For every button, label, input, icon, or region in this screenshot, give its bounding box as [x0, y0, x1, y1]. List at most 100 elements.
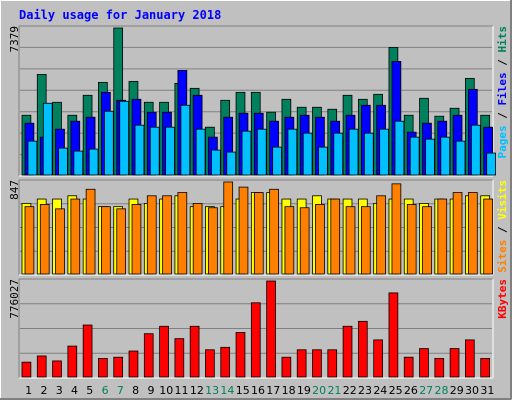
bar-kbytes-day-26: [403, 356, 414, 378]
bar-kbytes-day-9: [143, 333, 154, 378]
bar-sites-day-7: [116, 208, 127, 275]
legend-entry: Visits: [496, 180, 509, 220]
series-kbytes: [21, 280, 490, 378]
bar-pages-day-19: [302, 132, 313, 176]
bar-sites-day-21: [330, 198, 341, 275]
legend-entry: Sites: [496, 240, 509, 273]
bar-pages-day-18: [287, 128, 298, 176]
x-tick-label: 17: [266, 384, 280, 397]
bar-sites-day-5: [85, 188, 96, 275]
x-axis: 1 2 3 4 5 6 7 8 9 10 11 12 13 14 15 16 17 18 19 20 21 22 23 24 2…: [25, 384, 494, 397]
bar-kbytes-day-17: [266, 280, 276, 378]
bar-pages-day-20: [318, 146, 328, 176]
bar-kbytes-day-22: [342, 325, 353, 378]
x-tick-label: 12: [190, 384, 204, 397]
bar-sites-day-10: [162, 195, 172, 275]
legend-hits-files-pages: Pages / Files / Hits: [496, 26, 509, 159]
bar-kbytes-day-1: [21, 361, 32, 378]
x-tick-label: 15: [236, 384, 250, 397]
x-tick-label: 16: [251, 384, 265, 397]
bar-sites-day-13: [208, 207, 218, 275]
bar-kbytes-day-25: [388, 292, 399, 378]
bar-pages-day-11: [180, 104, 191, 176]
bar-kbytes-day-24: [373, 339, 383, 378]
bar-sites-day-1: [24, 206, 35, 275]
bar-pages-day-2: [42, 102, 53, 176]
bar-sites-day-24: [376, 195, 386, 275]
bar-sites-day-6: [101, 206, 111, 275]
bar-pages-day-7: [119, 100, 130, 176]
bar-kbytes-day-20: [312, 349, 322, 378]
x-tick-label: 10: [159, 384, 173, 397]
x-tick-label: 22: [343, 384, 357, 397]
x-tick-label: 1: [25, 384, 32, 397]
bar-pages-day-31: [486, 152, 496, 176]
bar-sites-day-27: [422, 206, 432, 275]
bar-kbytes-day-3: [52, 360, 62, 378]
x-tick-label: 26: [404, 384, 418, 397]
bar-pages-day-21: [333, 132, 344, 176]
x-tick-label: 25: [389, 384, 403, 397]
x-tick-label: 21: [327, 384, 341, 397]
x-tick-label: 18: [282, 384, 296, 397]
bar-kbytes-day-10: [159, 325, 169, 378]
legend-entry: /: [496, 106, 509, 126]
bar-sites-day-12: [192, 202, 203, 275]
panel-visits-sites: 847 Sites / Visits: [8, 179, 509, 276]
legend-entry: KBytes: [496, 279, 509, 319]
x-tick-label: 2: [40, 384, 47, 397]
bar-pages-day-25: [394, 120, 405, 176]
bar-sites-day-22: [345, 206, 356, 275]
bar-pages-day-4: [73, 150, 84, 176]
bar-pages-day-22: [348, 128, 359, 176]
x-tick-label: 24: [373, 384, 387, 397]
bar-pages-day-13: [211, 149, 221, 176]
legend-entry: /: [496, 220, 509, 240]
bar-kbytes-day-14: [220, 346, 231, 378]
bar-pages-day-3: [58, 147, 68, 176]
bar-kbytes-day-19: [296, 349, 307, 378]
bar-kbytes-day-5: [82, 324, 93, 378]
x-tick-label: 4: [71, 384, 78, 397]
bar-kbytes-day-31: [480, 358, 490, 378]
y-max-label: 847: [8, 180, 21, 200]
bar-pages-day-26: [409, 136, 420, 176]
bar-kbytes-day-12: [189, 325, 200, 378]
bar-pages-day-30: [471, 124, 481, 176]
bar-kbytes-day-11: [174, 338, 185, 378]
x-tick-label: 30: [465, 384, 479, 397]
bar-pages-day-5: [88, 148, 99, 176]
chart-title: Daily usage for January 2018: [19, 8, 221, 22]
x-tick-label: 8: [132, 384, 139, 397]
bar-sites-day-11: [177, 192, 188, 275]
y-max-label: 776027: [8, 279, 21, 319]
bar-pages-day-28: [440, 136, 451, 176]
bar-sites-day-4: [70, 198, 81, 275]
bar-kbytes-day-2: [36, 355, 47, 378]
x-tick-label: 23: [358, 384, 372, 397]
bar-sites-day-14: [223, 181, 234, 275]
bar-kbytes-day-27: [419, 348, 429, 378]
bar-sites-day-16: [253, 192, 264, 275]
x-tick-label: 3: [56, 384, 63, 397]
bar-sites-day-8: [131, 204, 142, 275]
bar-sites-day-17: [269, 188, 279, 275]
bar-kbytes-day-4: [67, 345, 78, 378]
x-tick-label: 31: [480, 384, 494, 397]
bar-sites-day-26: [406, 204, 417, 275]
bar-sites-day-31: [483, 198, 493, 275]
bar-pages-day-27: [425, 138, 435, 176]
legend-kbytes: KBytes: [496, 279, 509, 319]
panel-kbytes: 776027 KBytes: [8, 278, 509, 379]
bar-sites-day-28: [437, 198, 448, 275]
x-tick-label: 14: [220, 384, 234, 397]
bar-sites-day-9: [146, 195, 157, 275]
x-tick-label: 20: [312, 384, 326, 397]
panel-hits-files-pages: 7379 Pages / Files / Hits: [8, 25, 509, 177]
x-tick-label: 29: [450, 384, 464, 397]
bar-sites-day-20: [315, 204, 325, 275]
bar-pages-day-17: [272, 146, 282, 176]
x-tick-label: 9: [147, 384, 154, 397]
x-tick-label: 28: [434, 384, 448, 397]
bar-sites-day-18: [284, 206, 295, 275]
